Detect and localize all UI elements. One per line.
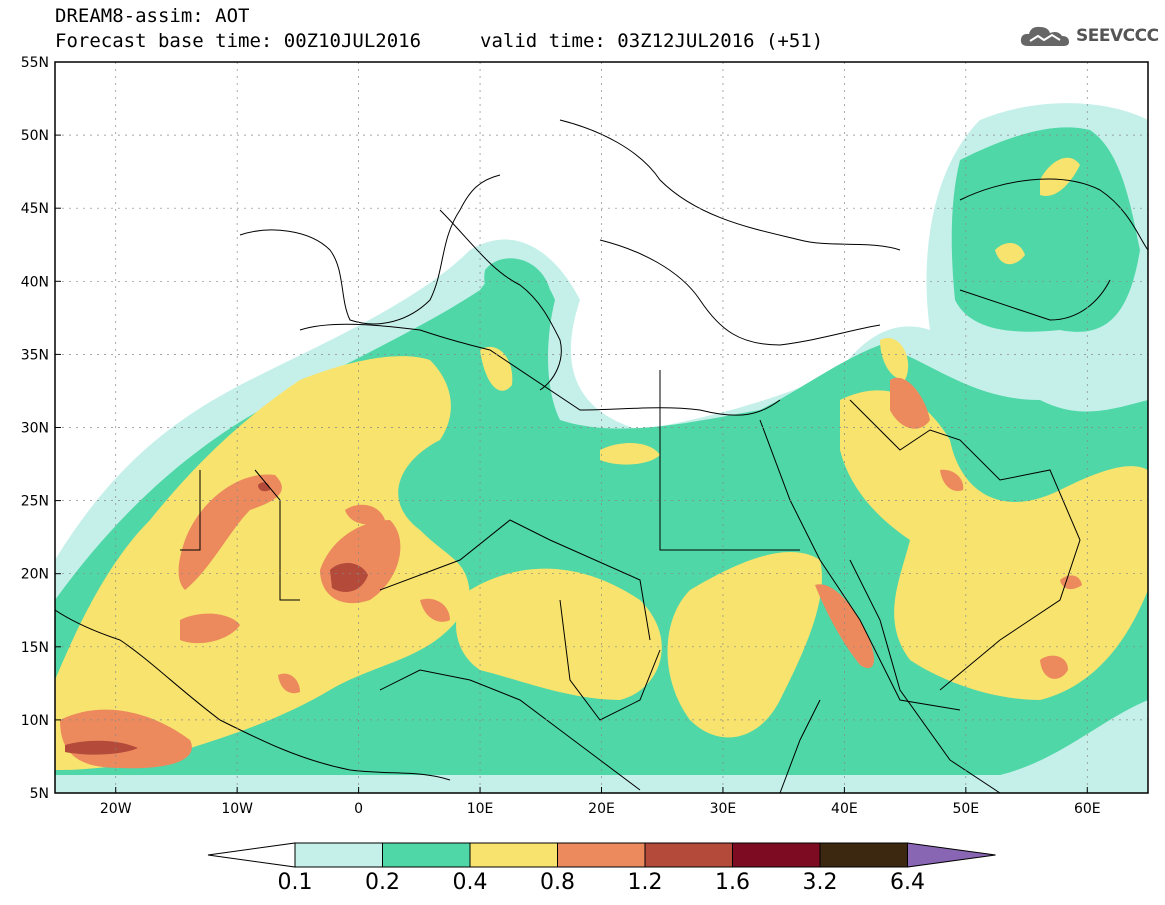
lon-label: 10W [221, 801, 253, 817]
colorbar-segment [819, 842, 908, 868]
lat-axis: 55N 50N 45N 40N 35N 30N 25N 20N 15N 10N 5N [21, 55, 61, 802]
lat-label: 40N [21, 274, 49, 290]
lat-label: 45N [21, 201, 49, 217]
lat-label: 15N [21, 640, 49, 656]
lat-label: 55N [21, 55, 49, 71]
colorbar-labels: 0.1 0.2 0.4 0.8 1.2 1.6 3.2 6.4 [0, 870, 1165, 900]
lon-label: 0 [354, 801, 363, 817]
lat-label: 5N [30, 786, 49, 802]
colorbar-segment [557, 842, 646, 868]
aot-field [55, 103, 1148, 793]
colorbar-segment [294, 842, 383, 868]
aot-level-1.2 [65, 482, 368, 755]
aot-level-0.4 [55, 157, 1148, 770]
cloud-icon [1020, 26, 1069, 46]
colorbar-label: 1.2 [627, 870, 663, 895]
colorbar-label: 1.6 [715, 870, 750, 895]
colorbar-label: 0.8 [540, 870, 575, 895]
aot-level-0.8 [60, 377, 1082, 769]
seevccc-logo: SEEVCCC [1018, 22, 1159, 50]
colorbar-segment [469, 842, 558, 868]
logo-text: SEEVCCC [1076, 26, 1159, 46]
valid-time: valid time: 03Z12JUL2016 (+51) [480, 30, 824, 52]
colorbar-label: 6.4 [890, 870, 925, 895]
lon-label: 20W [100, 801, 132, 817]
map-title: DREAM8-assim: AOT [55, 5, 250, 27]
colorbar-segment [732, 842, 821, 868]
lon-label: 40E [831, 801, 858, 817]
lat-label: 35N [21, 347, 49, 363]
lon-label: 60E [1074, 801, 1101, 817]
coastlines [55, 119, 1148, 793]
colorbar-label: 0.4 [452, 870, 488, 895]
lon-label: 10E [467, 801, 494, 817]
colorbar-label: 3.2 [802, 870, 838, 895]
colorbar-over-arrow [907, 842, 996, 868]
lat-label: 30N [21, 421, 49, 437]
colorbar-under-arrow [207, 842, 296, 868]
colorbar-segment [644, 842, 733, 868]
lat-label: 10N [21, 713, 49, 729]
lon-label: 20E [588, 801, 615, 817]
lat-label: 50N [21, 128, 49, 144]
colorbar-label: 0.1 [277, 870, 313, 895]
colorbar [207, 842, 996, 868]
lat-label: 25N [21, 494, 49, 510]
gridlines [55, 62, 1148, 793]
forecast-base-time: Forecast base time: 00Z10JUL2016 [55, 30, 422, 52]
lon-label: 30E [710, 801, 737, 817]
lon-axis: 20W 10W 0 10E 20E 30E 40E 50E 60E [100, 787, 1101, 817]
lat-label: 20N [21, 567, 49, 583]
colorbar-label: 0.2 [365, 870, 400, 895]
lon-label: 50E [952, 801, 979, 817]
colorbar-segment [382, 842, 471, 868]
